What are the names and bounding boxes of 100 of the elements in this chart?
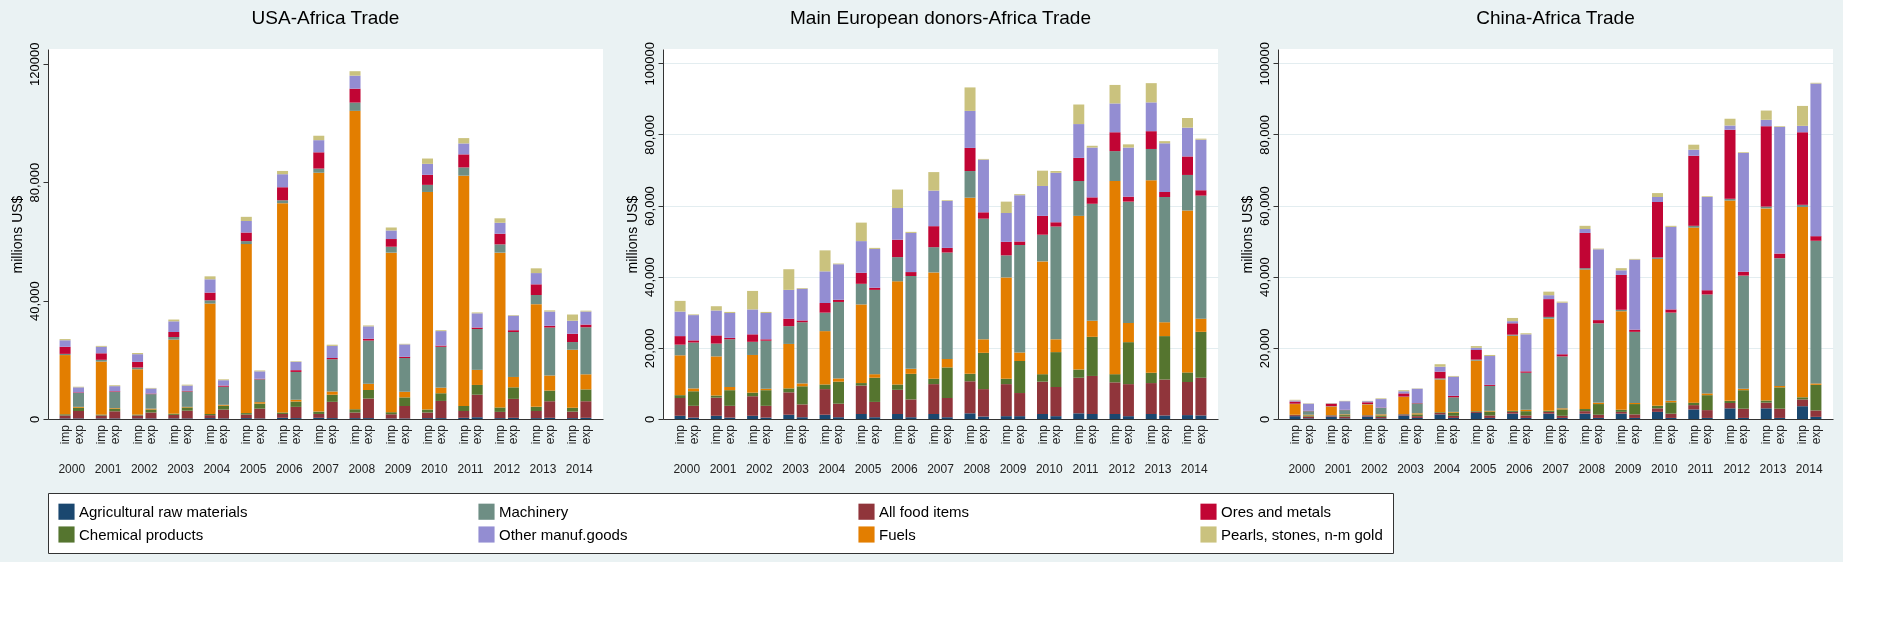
x-tick-label: imp: [1396, 424, 1411, 445]
chart-title: China-Africa Trade: [1476, 6, 1635, 28]
x-tick-label: exp: [686, 424, 701, 445]
text: 2010: [420, 462, 448, 476]
y-tick-label: 0: [641, 415, 657, 424]
x-tick-label: exp: [1700, 424, 1715, 445]
x-tick-label: exp: [107, 424, 122, 445]
chart-title: Main European donors-Africa Trade: [790, 6, 1091, 28]
text: 2006: [1505, 462, 1533, 476]
legend-label: Chemical products: [79, 525, 204, 543]
y-tick-label: 100000: [641, 42, 657, 86]
x-tick-label: exp: [903, 424, 918, 445]
x-tick-label: imp: [1686, 424, 1701, 445]
legend-label: Machinery: [499, 502, 569, 520]
x-tick-label: exp: [1121, 424, 1136, 445]
x-tick-label: imp: [1469, 424, 1484, 445]
x-tick-label: exp: [180, 424, 195, 445]
x-tick-label: exp: [470, 424, 485, 445]
chart-title: USA-Africa Trade: [251, 7, 400, 29]
x-tick-label: imp: [1433, 424, 1448, 445]
x-tick-label: imp: [1288, 424, 1303, 445]
x-tick-label: exp: [1772, 424, 1787, 445]
y-tick-label: 100000: [1256, 42, 1272, 86]
x-tick-label: exp: [1157, 424, 1172, 445]
legend-label: Fuels: [879, 525, 916, 543]
text: 2002: [745, 462, 773, 476]
x-tick-label: exp: [288, 424, 303, 445]
x-tick-label: exp: [1808, 424, 1823, 445]
text: 2009: [384, 462, 412, 476]
x-tick-label: imp: [1723, 424, 1738, 445]
text: 2007: [927, 462, 955, 476]
text: 2003: [782, 462, 810, 476]
x-tick-label: exp: [758, 424, 773, 445]
text: 2013: [1144, 462, 1172, 476]
y-tick-label: 60,000: [1256, 186, 1272, 226]
x-tick-label: imp: [239, 424, 254, 445]
x-tick-label: imp: [203, 424, 218, 445]
x-tick-label: exp: [1337, 424, 1352, 445]
x-tick-label: imp: [1541, 424, 1556, 445]
y-tick-label: 40,000: [1256, 257, 1272, 298]
x-tick-label: imp: [673, 424, 688, 445]
x-tick-label: exp: [506, 424, 521, 445]
text: 2012: [1723, 462, 1751, 476]
x-tick-label: exp: [578, 424, 593, 445]
x-tick-label: imp: [999, 424, 1014, 445]
x-tick-label: exp: [1301, 424, 1316, 445]
text: 2009: [999, 462, 1027, 476]
text: 2005: [854, 462, 882, 476]
x-tick-label: exp: [433, 424, 448, 445]
legend-label: Pearls, stones, n-m gold: [1221, 525, 1383, 543]
y-axis-title: millions US$: [1238, 195, 1255, 274]
x-tick-label: imp: [1614, 424, 1629, 445]
x-tick-label: imp: [854, 424, 869, 445]
y-tick-label: 0: [26, 415, 42, 424]
x-tick-label: imp: [1108, 424, 1123, 445]
x-tick-label: exp: [976, 424, 991, 445]
x-tick-label: imp: [1360, 424, 1375, 445]
x-tick-label: imp: [963, 424, 978, 445]
y-axis-title: millions US$: [8, 195, 25, 274]
x-tick-label: imp: [1071, 424, 1086, 445]
x-tick-label: imp: [1650, 424, 1665, 445]
x-tick-label: imp: [781, 424, 796, 445]
x-tick-label: exp: [361, 424, 376, 445]
text: 2002: [130, 462, 158, 476]
text: 2011: [1072, 462, 1099, 476]
x-tick-label: imp: [1795, 424, 1810, 445]
x-tick-label: imp: [1035, 424, 1050, 445]
x-tick-label: imp: [1759, 424, 1774, 445]
x-tick-label: imp: [529, 424, 544, 445]
y-axis-title: millions US$: [623, 195, 640, 274]
x-tick-label: exp: [1410, 424, 1425, 445]
x-tick-label: imp: [745, 424, 760, 445]
text: 2004: [1433, 462, 1461, 476]
text: 2000: [58, 462, 86, 476]
text: 2009: [1614, 462, 1642, 476]
legend-label: All food items: [879, 502, 970, 520]
x-tick-label: imp: [890, 424, 905, 445]
x-tick-label: exp: [1193, 424, 1208, 445]
x-tick-label: exp: [1048, 424, 1063, 445]
x-tick-label: exp: [722, 424, 737, 445]
text: 2006: [890, 462, 918, 476]
x-tick-label: imp: [926, 424, 941, 445]
text: 2005: [239, 462, 267, 476]
x-tick-label: exp: [1591, 424, 1606, 445]
x-tick-label: imp: [130, 424, 145, 445]
text: 2011: [1687, 462, 1714, 476]
x-tick-label: imp: [311, 424, 326, 445]
x-tick-label: imp: [456, 424, 471, 445]
text: 2003: [1397, 462, 1425, 476]
x-tick-label: exp: [1482, 424, 1497, 445]
text: 2000: [673, 462, 701, 476]
x-tick-label: exp: [1736, 424, 1751, 445]
x-tick-label: exp: [325, 424, 340, 445]
y-tick-label: 20,000: [641, 328, 657, 369]
x-tick-label: imp: [348, 424, 363, 445]
text: 2001: [94, 462, 122, 476]
text: 2012: [1108, 462, 1136, 476]
text: 2004: [818, 462, 846, 476]
x-tick-label: exp: [1518, 424, 1533, 445]
y-tick-label: 120000: [26, 42, 42, 86]
